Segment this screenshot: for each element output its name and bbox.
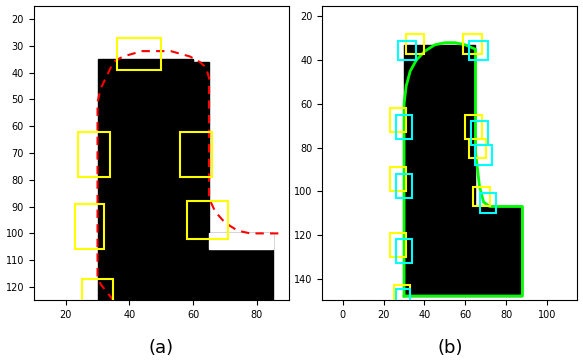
Bar — [472, 121, 488, 145]
Bar — [390, 233, 406, 257]
Bar — [398, 41, 416, 60]
Bar — [75, 204, 104, 249]
Bar — [469, 41, 488, 60]
Text: (a): (a) — [149, 339, 174, 357]
Text: (b): (b) — [437, 339, 463, 357]
Bar — [390, 108, 406, 132]
Bar — [463, 34, 482, 54]
Bar — [480, 193, 496, 213]
Bar — [473, 187, 490, 207]
Bar — [476, 145, 492, 165]
Bar — [394, 285, 410, 303]
Bar — [180, 131, 212, 177]
Bar — [390, 167, 406, 191]
Bar — [82, 279, 114, 303]
Bar — [78, 131, 110, 177]
Polygon shape — [209, 233, 273, 249]
Bar — [469, 139, 486, 158]
Bar — [396, 239, 412, 263]
Bar — [396, 289, 410, 305]
Bar — [187, 201, 228, 239]
Bar — [396, 174, 412, 198]
Bar — [406, 34, 424, 54]
Polygon shape — [404, 45, 522, 296]
Polygon shape — [97, 59, 273, 300]
Bar — [396, 115, 412, 139]
Bar — [117, 38, 161, 70]
Bar — [465, 115, 482, 139]
